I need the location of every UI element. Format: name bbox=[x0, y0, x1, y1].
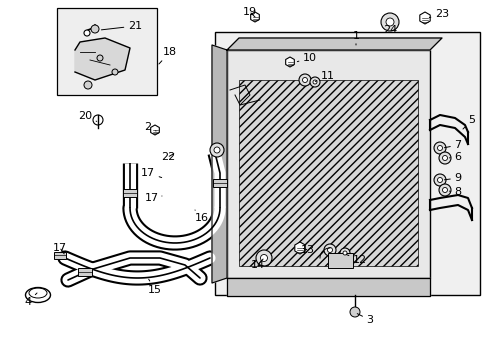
Text: 22: 22 bbox=[161, 152, 175, 162]
Polygon shape bbox=[285, 57, 294, 67]
Text: 24: 24 bbox=[382, 25, 396, 35]
Text: 7: 7 bbox=[444, 140, 461, 150]
Circle shape bbox=[433, 142, 445, 154]
Circle shape bbox=[93, 115, 103, 125]
Circle shape bbox=[84, 30, 90, 36]
Circle shape bbox=[385, 18, 393, 26]
Text: 11: 11 bbox=[315, 71, 334, 81]
Circle shape bbox=[324, 244, 335, 256]
Circle shape bbox=[380, 13, 398, 31]
Circle shape bbox=[442, 188, 447, 193]
Text: 5: 5 bbox=[462, 115, 474, 129]
Text: 10: 10 bbox=[297, 53, 316, 63]
Circle shape bbox=[309, 77, 319, 87]
Text: 8: 8 bbox=[448, 187, 461, 197]
Circle shape bbox=[437, 177, 442, 183]
Text: 17: 17 bbox=[141, 168, 162, 178]
Circle shape bbox=[214, 147, 220, 153]
Polygon shape bbox=[226, 278, 429, 296]
Polygon shape bbox=[294, 242, 305, 254]
Circle shape bbox=[349, 307, 359, 317]
Text: 13: 13 bbox=[301, 245, 314, 255]
Bar bbox=[57, 8, 157, 95]
Polygon shape bbox=[226, 38, 441, 50]
Circle shape bbox=[112, 69, 118, 75]
Circle shape bbox=[260, 255, 267, 261]
Bar bbox=[239, 80, 417, 266]
Text: 3: 3 bbox=[357, 314, 373, 325]
Circle shape bbox=[91, 25, 99, 33]
Text: 14: 14 bbox=[250, 259, 264, 270]
Text: 17: 17 bbox=[53, 243, 67, 254]
Circle shape bbox=[302, 77, 307, 82]
Circle shape bbox=[438, 152, 450, 164]
Circle shape bbox=[438, 184, 450, 196]
Text: 16: 16 bbox=[195, 210, 208, 223]
Circle shape bbox=[327, 248, 332, 252]
Circle shape bbox=[84, 81, 92, 89]
Text: 15: 15 bbox=[148, 279, 162, 295]
Text: 18: 18 bbox=[159, 47, 177, 64]
Bar bbox=[213, 179, 226, 187]
Circle shape bbox=[339, 248, 349, 258]
Circle shape bbox=[209, 143, 224, 157]
Text: 19: 19 bbox=[243, 7, 257, 17]
Text: 21: 21 bbox=[101, 21, 142, 31]
Text: 12: 12 bbox=[346, 255, 366, 265]
Text: 4: 4 bbox=[24, 293, 37, 307]
Circle shape bbox=[342, 251, 346, 255]
Circle shape bbox=[97, 55, 103, 61]
Circle shape bbox=[433, 174, 445, 186]
Circle shape bbox=[312, 80, 316, 84]
Text: 23: 23 bbox=[428, 9, 448, 19]
Text: 6: 6 bbox=[448, 152, 461, 162]
Bar bbox=[327, 253, 352, 268]
Text: 1: 1 bbox=[352, 31, 359, 45]
Bar bbox=[54, 252, 66, 258]
Circle shape bbox=[442, 156, 447, 161]
Polygon shape bbox=[250, 12, 259, 22]
Circle shape bbox=[298, 74, 310, 86]
Text: 20: 20 bbox=[78, 111, 97, 121]
Text: 9: 9 bbox=[444, 173, 461, 183]
Circle shape bbox=[437, 145, 442, 150]
Polygon shape bbox=[75, 38, 130, 80]
Polygon shape bbox=[150, 125, 159, 135]
Bar bbox=[123, 189, 137, 197]
Bar bbox=[215, 32, 479, 295]
Polygon shape bbox=[212, 45, 226, 283]
Text: 2: 2 bbox=[144, 122, 156, 132]
Bar bbox=[78, 268, 92, 276]
Text: 17: 17 bbox=[144, 193, 162, 203]
Polygon shape bbox=[419, 12, 429, 24]
Bar bbox=[226, 50, 429, 278]
Circle shape bbox=[256, 250, 271, 266]
